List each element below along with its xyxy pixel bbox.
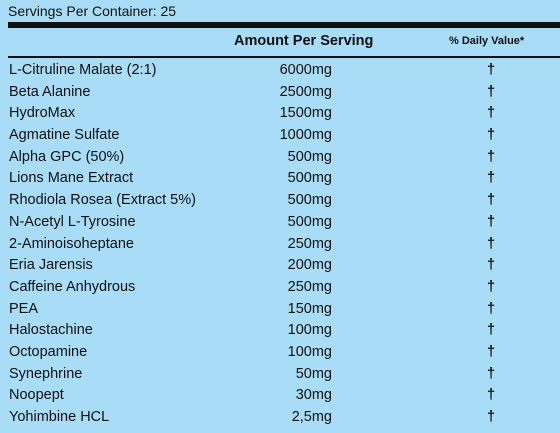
daily-value-dagger: † [486,235,496,252]
ingredient-amount: 100mg [287,322,332,339]
ingredient-name: Rhodiola Rosea (Extract 5%) [9,192,196,209]
ingredient-name: HydroMax [9,105,76,122]
daily-value-dagger: † [486,322,496,339]
daily-value-dagger: † [486,170,496,187]
daily-value-dagger: † [486,213,496,230]
table-row: HydroMax 1500mg † [0,103,560,125]
ingredient-name: Lions Mane Extract [9,170,134,187]
daily-value-dagger: † [486,83,496,100]
table-row: Noopept 30mg † [0,385,560,407]
table-row: Yohimbine HCL 2,5mg † [0,407,560,429]
daily-value-header: % Daily Value* [449,35,525,47]
ingredient-amount: 500mg [287,148,332,165]
ingredient-name: N-Acetyl L-Tyrosine [9,213,136,230]
daily-value-dagger: † [486,300,496,317]
ingredient-amount: 500mg [287,192,332,209]
table-row: Beta Alanine 2500mg † [0,82,560,104]
ingredient-amount: 2,5mg [291,409,332,425]
header-divider [8,56,560,58]
ingredient-amount: 250mg [287,278,332,295]
daily-value-dagger: † [486,409,496,425]
daily-value-dagger: † [486,127,496,144]
table-row: Rhodiola Rosea (Extract 5%) 500mg † [0,190,560,212]
table-row: Synephrine 50mg † [0,364,560,386]
ingredient-amount: 500mg [287,170,332,187]
daily-value-dagger: † [486,192,496,209]
ingredient-amount: 30mg [295,387,332,404]
table-row: Lions Mane Extract 500mg † [0,168,560,190]
thick-divider [8,22,560,28]
daily-value-dagger: † [486,278,496,295]
ingredient-amount: 150mg [287,300,332,317]
ingredient-name: 2-Aminoisoheptane [9,235,134,252]
daily-value-dagger: † [486,365,496,382]
ingredient-name: L-Citruline Malate (2:1) [9,62,157,78]
ingredient-name: Halostachine [9,322,93,339]
table-row: Agmatine Sulfate 1000mg † [0,125,560,147]
table-row: 2-Aminoisoheptane 250mg † [0,234,560,256]
ingredient-name: Alpha GPC (50%) [9,148,125,165]
table-row: Octopamine 100mg † [0,342,560,364]
table-row: Alpha GPC (50%) 500mg † [0,147,560,169]
daily-value-dagger: † [486,105,496,122]
table-row: PEA 150mg † [0,299,560,321]
daily-value-dagger: † [486,148,496,165]
daily-value-dagger: † [486,257,496,274]
ingredient-amount: 50mg [295,365,332,382]
ingredient-name: Caffeine Anhydrous [9,278,136,295]
table-row: Caffeine Anhydrous 250mg † [0,277,560,299]
daily-value-dagger: † [486,343,496,360]
ingredient-amount: 6000mg [279,62,332,78]
ingredient-amount: 1500mg [279,105,332,122]
ingredient-list: L-Citruline Malate (2:1) 6000mg † Beta A… [0,60,560,429]
ingredient-name: Octopamine [9,343,88,360]
table-header: Amount Per Serving % Daily Value* [0,31,560,53]
table-row: L-Citruline Malate (2:1) 6000mg † [0,60,560,82]
ingredient-amount: 1000mg [279,127,332,144]
ingredient-amount: 2500mg [279,83,332,100]
ingredient-name: Synephrine [9,365,83,382]
daily-value-dagger: † [486,387,496,404]
ingredient-name: Yohimbine HCL [9,409,110,425]
table-row: Halostachine 100mg † [0,320,560,342]
table-row: N-Acetyl L-Tyrosine 500mg † [0,212,560,234]
amount-per-serving-header: Amount Per Serving [234,33,374,49]
ingredient-amount: 500mg [287,213,332,230]
ingredient-amount: 100mg [287,343,332,360]
ingredient-name: Eria Jarensis [9,257,93,274]
daily-value-dagger: † [486,62,496,78]
table-row: Eria Jarensis 200mg † [0,255,560,277]
ingredient-amount: 250mg [287,235,332,252]
ingredient-name: PEA [9,300,39,317]
ingredient-name: Beta Alanine [9,83,91,100]
ingredient-name: Noopept [9,387,64,404]
servings-per-container: Servings Per Container: 25 [8,3,177,19]
ingredient-name: Agmatine Sulfate [9,127,120,144]
ingredient-amount: 200mg [287,257,332,274]
